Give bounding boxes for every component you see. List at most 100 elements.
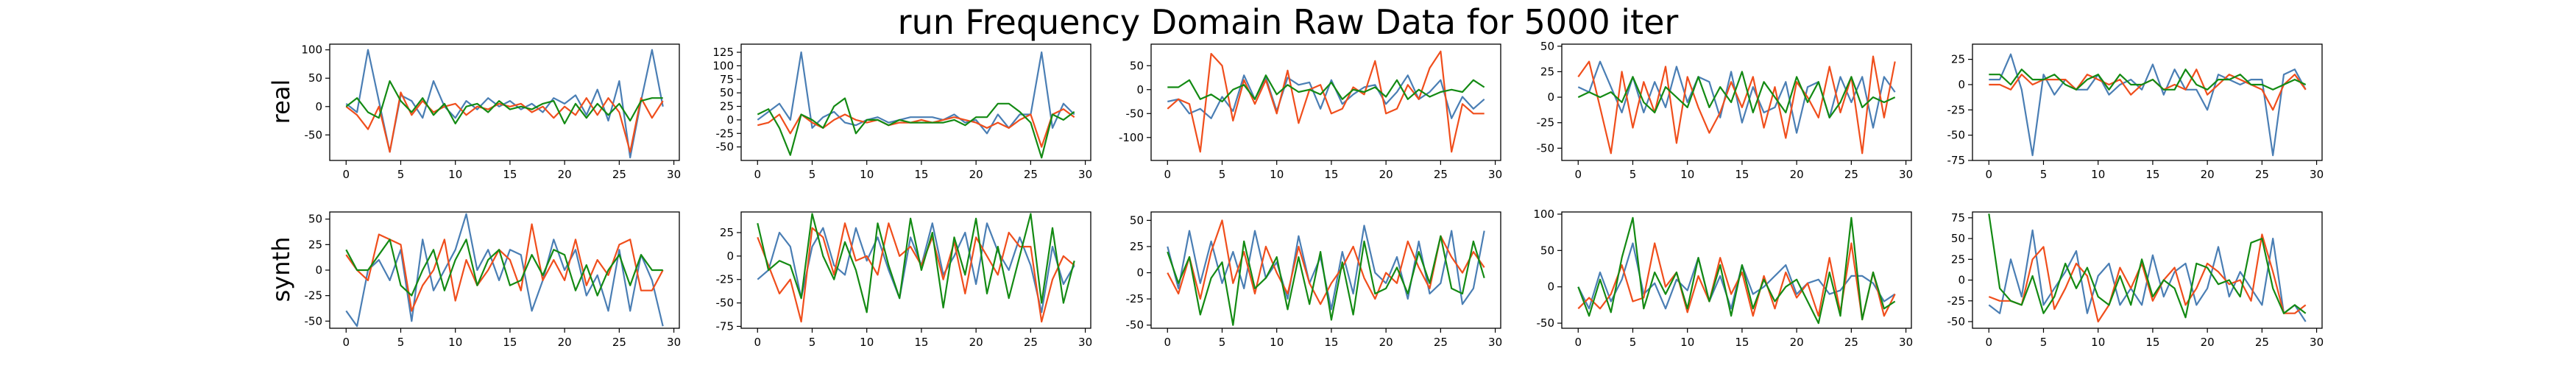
y-tick-label: 100: [1533, 208, 1554, 221]
x-tick-label: 30: [2310, 336, 2324, 349]
y-tick-label: -50: [1537, 316, 1555, 330]
subplot-synth-3: 0 5 10 15 20 25 30 -50 -25 0 25 50: [1126, 211, 1502, 349]
x-tick-label: 0: [1574, 168, 1582, 181]
x-tick-label: 5: [397, 168, 405, 181]
x-tick-label: 30: [667, 336, 681, 349]
x-tick-label: 10: [2091, 168, 2105, 181]
y-tick-label: 0: [1958, 274, 1965, 287]
axes-frame: [740, 211, 1091, 329]
y-tick-label: 25: [1130, 240, 1144, 253]
x-tick-label: 15: [1735, 336, 1749, 349]
y-tick-label: 50: [1540, 244, 1554, 257]
y-tick-label: 50: [720, 86, 734, 99]
x-tick-label: 15: [2145, 336, 2159, 349]
x-tick-label: 20: [1790, 336, 1804, 349]
y-tick-label: 50: [1130, 59, 1144, 72]
x-tick-label: 10: [2091, 336, 2105, 349]
x-tick-label: 10: [1270, 168, 1284, 181]
y-tick-label: -50: [1947, 129, 1966, 142]
x-tick-label: 5: [1630, 336, 1637, 349]
x-tick-label: 30: [1488, 336, 1502, 349]
x-tick-label: 25: [1844, 336, 1858, 349]
axes-frame: [740, 43, 1091, 161]
x-tick-label: 0: [342, 168, 350, 181]
axes-frame: [1561, 211, 1912, 329]
x-tick-label: 30: [667, 168, 681, 181]
x-tick-label: 5: [1219, 168, 1226, 181]
y-tick-label: -25: [1947, 294, 1966, 308]
y-tick-label: 25: [1951, 252, 1965, 266]
y-tick-label: 50: [1951, 232, 1965, 245]
x-tick-label: 20: [558, 168, 572, 181]
x-tick-label: 15: [1735, 168, 1749, 181]
y-tick-label: 0: [1547, 91, 1554, 104]
x-tick-label: 30: [1078, 168, 1092, 181]
line-series-c: [1988, 213, 2307, 319]
x-tick-label: 30: [2310, 168, 2324, 181]
x-tick-label: 25: [1024, 336, 1038, 349]
line-series-b: [1577, 55, 1896, 155]
y-tick-label: -100: [1119, 131, 1144, 144]
x-tick-label: 0: [1985, 168, 1992, 181]
line-series-c: [757, 97, 1075, 159]
x-tick-label: 5: [1630, 168, 1637, 181]
line-series-a: [1577, 60, 1896, 134]
axes-frame: [1972, 43, 2323, 161]
line-series-c: [1167, 235, 1485, 326]
x-tick-label: 15: [503, 168, 517, 181]
x-tick-label: 0: [754, 336, 761, 349]
line-series-c: [757, 213, 1075, 314]
x-tick-label: 15: [503, 336, 517, 349]
x-tick-label: 10: [448, 168, 462, 181]
x-tick-label: 10: [860, 168, 874, 181]
y-tick-label: 50: [308, 71, 322, 85]
y-tick-label: 0: [1547, 280, 1554, 294]
y-tick-label: 25: [1540, 65, 1554, 78]
x-tick-label: 15: [914, 168, 928, 181]
x-tick-label: 15: [2145, 168, 2159, 181]
x-tick-label: 5: [809, 168, 816, 181]
y-tick-label: 0: [315, 100, 322, 113]
y-tick-label: -50: [716, 297, 735, 310]
y-tick-label: -50: [1126, 319, 1144, 332]
x-tick-label: 30: [1899, 168, 1913, 181]
y-tick-label: 25: [720, 226, 734, 239]
x-tick-label: 30: [1488, 168, 1502, 181]
x-tick-label: 5: [2040, 168, 2048, 181]
x-tick-label: 5: [2040, 336, 2048, 349]
x-tick-label: 25: [612, 168, 626, 181]
x-tick-label: 0: [1164, 168, 1171, 181]
x-tick-label: 20: [2201, 336, 2215, 349]
line-series-a: [757, 222, 1075, 314]
line-series-b: [1167, 219, 1485, 305]
subplot-synth-2: 0 5 10 15 20 25 30 -75 -50 -25 0 25: [716, 211, 1092, 349]
line-series-a: [1989, 53, 2307, 157]
y-tick-label: 0: [726, 113, 734, 127]
x-tick-label: 25: [612, 336, 626, 349]
y-tick-label: -25: [305, 289, 323, 302]
y-tick-label: -75: [1947, 154, 1966, 167]
x-tick-label: 25: [2255, 168, 2269, 181]
y-tick-label: -50: [305, 128, 323, 141]
x-tick-label: 15: [1324, 168, 1338, 181]
y-tick-label: 75: [1951, 211, 1965, 224]
y-tick-label: 50: [1540, 40, 1554, 53]
x-tick-label: 0: [1574, 336, 1582, 349]
x-tick-label: 20: [969, 336, 983, 349]
y-tick-label: -50: [1537, 141, 1555, 155]
y-tick-label: -25: [1947, 103, 1966, 116]
x-tick-label: 25: [2255, 336, 2269, 349]
x-tick-label: 20: [969, 168, 983, 181]
y-tick-label: -25: [716, 273, 735, 286]
subplot-synth-1: 0 5 10 15 20 25 30 -50 -25 0 25 50: [305, 211, 681, 349]
figure-title: run Frequency Domain Raw Data for 5000 i…: [897, 2, 1679, 42]
x-tick-label: 25: [1434, 336, 1448, 349]
x-tick-label: 15: [914, 336, 928, 349]
y-tick-label: 25: [720, 100, 734, 113]
x-tick-label: 25: [1844, 168, 1858, 181]
x-tick-label: 10: [1270, 336, 1284, 349]
y-tick-label: -50: [1947, 315, 1966, 328]
